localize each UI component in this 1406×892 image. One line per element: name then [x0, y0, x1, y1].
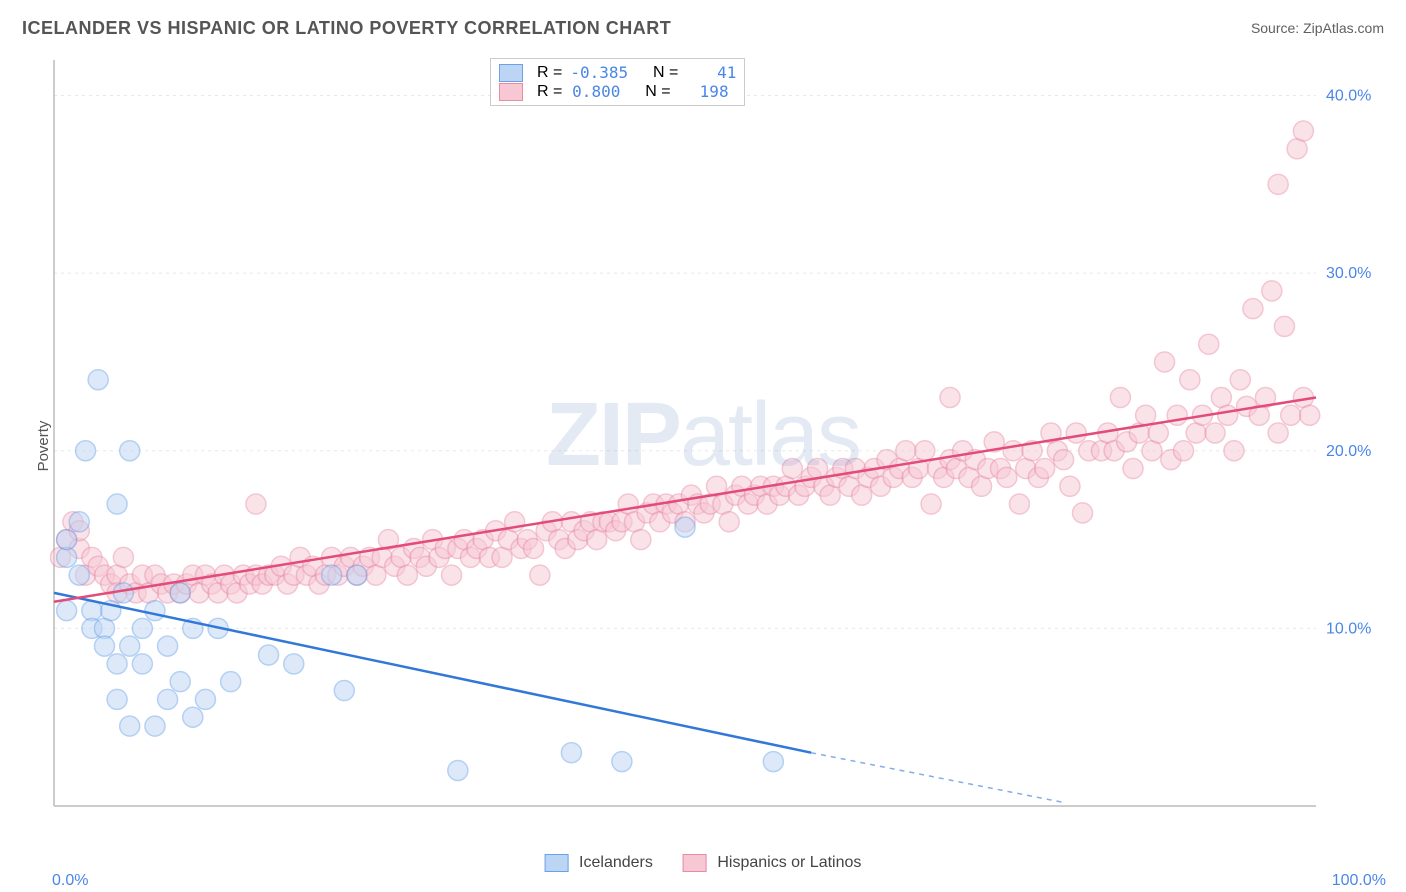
legend-item-icelanders: Icelanders [545, 854, 653, 872]
chart-container: ICELANDER VS HISPANIC OR LATINO POVERTY … [0, 0, 1406, 892]
svg-text:20.0%: 20.0% [1326, 443, 1371, 460]
swatch-icelanders-icon [499, 64, 523, 82]
svg-text:10.0%: 10.0% [1326, 620, 1371, 637]
r-value-hispanics: 0.800 [570, 82, 620, 101]
bottom-legend: Icelanders Hispanics or Latinos [545, 854, 862, 872]
swatch-hispanics-icon [499, 83, 523, 101]
x-max-label: 100.0% [1332, 872, 1386, 890]
stats-row-hispanics: R = 0.800 N = 198 [499, 82, 736, 101]
stats-legend-box: R = -0.385 N = 41 R = 0.800 N = 198 [490, 58, 745, 106]
source-attribution: Source: ZipAtlas.com [1251, 20, 1384, 36]
legend-item-hispanics: Hispanics or Latinos [683, 854, 862, 872]
swatch-hispanics-icon [683, 854, 707, 872]
r-value-icelanders: -0.385 [570, 63, 628, 82]
n-value-icelanders: 41 [686, 63, 736, 82]
swatch-icelanders-icon [545, 854, 569, 872]
x-min-label: 0.0% [52, 872, 88, 890]
n-value-hispanics: 198 [679, 82, 729, 101]
stats-row-icelanders: R = -0.385 N = 41 [499, 63, 736, 82]
svg-text:40.0%: 40.0% [1326, 88, 1371, 105]
svg-text:30.0%: 30.0% [1326, 265, 1371, 282]
chart-title: ICELANDER VS HISPANIC OR LATINO POVERTY … [22, 18, 671, 39]
scatter-plot: 10.0% 20.0% 30.0% 40.0% [50, 56, 1386, 846]
